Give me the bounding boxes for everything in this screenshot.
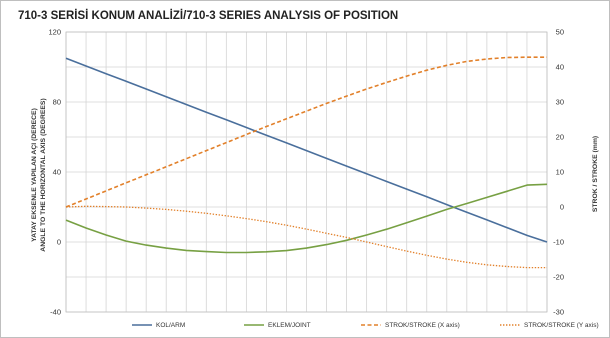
legend-label-3: STROK/STROKE (X axis) [385,322,460,329]
right-tick-label: 0 [560,203,564,212]
y-axis-left-title-line2: ANGLE TO THE HORIZONTAL AXIS (DEGREES) [40,98,47,251]
right-tick-label: 10 [556,168,564,177]
series-line-2 [65,183,548,254]
right-tick-label: -10 [553,238,564,247]
left-tick-label: -40 [50,308,61,317]
right-tick-label: 40 [556,63,564,72]
right-tick-label: 20 [556,133,564,142]
legend-label-1: KOL/ARM [156,322,185,329]
legend-label-4: STROK/STROKE (Y axis) [524,322,599,329]
left-tick-labels: -40 0 40 80 120 [48,28,61,317]
series-layer [65,56,548,269]
left-tick-label: 80 [53,98,61,107]
series-line-3 [65,56,547,208]
right-tick-label: -30 [553,308,564,317]
left-tick-label: 0 [57,238,61,247]
left-tick-label: 120 [48,28,61,37]
grid-layer [65,31,548,313]
series-line-1 [65,57,548,243]
plot-area-border [65,31,548,313]
left-tick-label: 40 [53,168,61,177]
right-tick-label: 30 [556,98,564,107]
right-tick-label: 50 [556,28,564,37]
legend: KOL/ARM EKLEM/JOINT STROK/STROKE (X axis) S… [132,322,599,329]
legend-label-2: EKLEM/JOINT [268,322,311,329]
series-line-4 [65,205,547,269]
right-tick-labels: -30 -20 -10 0 10 20 30 40 50 [553,28,564,317]
y-axis-right-title: STROK / STROKE (mm) [592,136,599,212]
chart-title: 710-3 SERİSİ KONUM ANALİZİ/710-3 SERIES … [18,9,398,22]
y-axis-left-title-line1: YATAY EKSENLE YAPILAN AÇI (DERECE) [31,108,38,242]
right-tick-label: -20 [553,273,564,282]
